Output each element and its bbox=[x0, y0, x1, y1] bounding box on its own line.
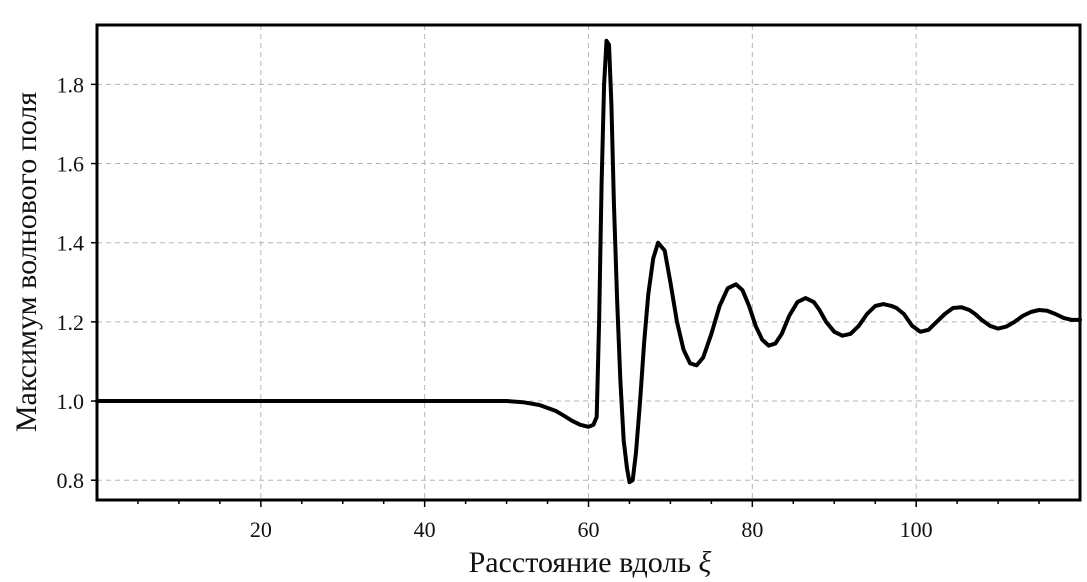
y-tick-label: 0.8 bbox=[57, 468, 85, 493]
series-line bbox=[95, 38, 1082, 485]
y-tick-label: 1.2 bbox=[57, 310, 85, 335]
x-tick-label: 80 bbox=[741, 517, 763, 542]
x-tick-label: 60 bbox=[578, 517, 600, 542]
x-axis-label: Расстояние вдоль ξ bbox=[469, 546, 712, 579]
tick-labels: 20 40 60 80 100 0.8 1.0 1.2 1.4 1.6 1.8 bbox=[57, 72, 933, 542]
y-tick-label: 1.6 bbox=[57, 152, 85, 177]
x-tick-label: 40 bbox=[414, 517, 436, 542]
x-tick-label: 20 bbox=[250, 517, 272, 542]
x-tick-label: 100 bbox=[900, 517, 933, 542]
y-tick-label: 1.8 bbox=[57, 72, 85, 97]
y-axis-label: Максимум волнового поля bbox=[10, 92, 43, 432]
y-tick-label: 1.4 bbox=[57, 231, 85, 256]
y-tick-label: 1.0 bbox=[57, 389, 85, 414]
axis-ticks bbox=[91, 83, 1040, 507]
